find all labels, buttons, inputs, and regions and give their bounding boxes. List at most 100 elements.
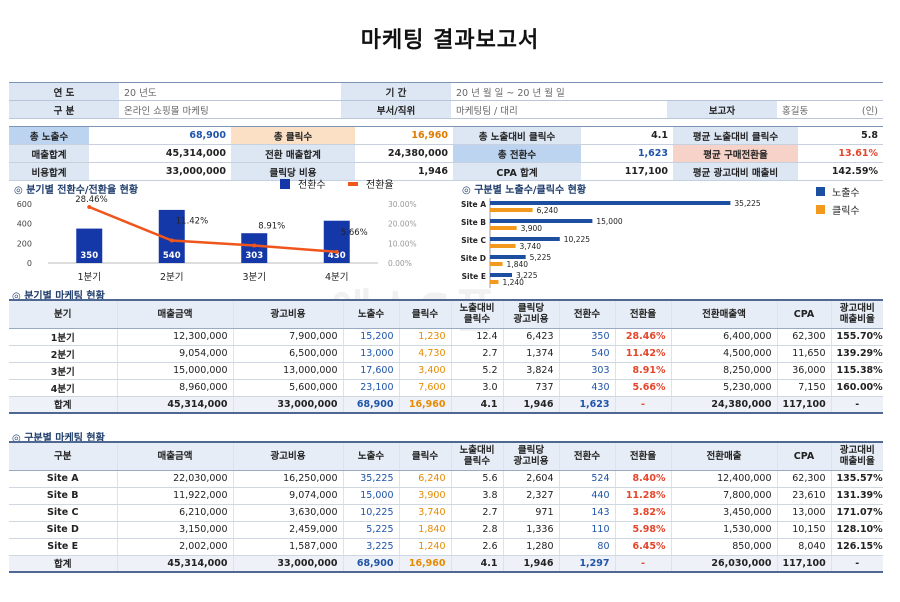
quarter-row: 3분기 15,000,000 13,000,000 17,600 3,400 5.2 3,8… (9, 362, 883, 380)
quarter-cell: 12,300,000 (117, 328, 234, 346)
site-cell: 62,300 (777, 470, 832, 488)
quarter-row: 1분기 12,300,000 7,900,000 15,200 1,230 12.4 6,4… (9, 328, 883, 346)
site-cell: 2,459,000 (233, 521, 344, 539)
kpi-value: 5.8 (798, 126, 883, 145)
site-total-cell: 1,297 (559, 555, 616, 573)
quarter-total-cell: 합계 (9, 396, 118, 414)
site-cell: 16,250,000 (233, 470, 344, 488)
quarter-cell: 5.2 (451, 362, 504, 380)
dept-value[interactable]: 마케팅팀 / 대리 (451, 100, 667, 119)
site-cell: 3,740 (399, 504, 452, 522)
quarter-total-cell: 33,000,000 (233, 396, 344, 414)
quarter-table: 분기 매출금액 광고비용 노출수 클릭수 노출대비 클릭수 클릭당 광고비용 전환수 전환율 전환매출… (9, 299, 883, 414)
site-cell: 1,280 (503, 538, 560, 556)
quarter-cell: 3,400 (399, 362, 452, 380)
bar-conversions (323, 220, 350, 263)
site-row: Site D 3,150,000 2,459,000 5,225 1,840 2.8 1,3… (9, 521, 883, 539)
line-point (252, 243, 257, 248)
category-label: Site B (461, 218, 486, 227)
quarter-header-cell: 분기 (9, 300, 118, 329)
site-cell: 3,450,000 (671, 504, 778, 522)
site-section-title: ◎ 구분별 마케팅 현황 (12, 433, 105, 444)
clicks-value-label: 6,240 (537, 206, 559, 215)
chart1-title: ◎ 분기별 전환수/전환율 현황 (14, 185, 139, 196)
division-value[interactable]: 온라인 쇼핑몰 마케팅 (119, 100, 341, 119)
quarter-cell: 8,960,000 (117, 379, 234, 397)
y-tick-label: 400 (17, 220, 32, 229)
site-total-cell: 68,900 (343, 555, 400, 573)
site-cell: Site B (9, 487, 118, 505)
kpi-label: 총 클릭수 (231, 126, 355, 145)
site-header-cell: 클릭수 (399, 442, 452, 471)
line-value-label: 28.46% (75, 195, 107, 205)
category-label: Site D (461, 254, 486, 263)
quarter-cell: 23,100 (343, 379, 400, 397)
period-value[interactable]: 20 년 월 일 ~ 20 년 월 일 (451, 82, 884, 101)
year-label: 연 도 (9, 82, 119, 101)
site-header-cell: 전환율 (615, 442, 672, 471)
quarter-cell: 5,230,000 (671, 379, 778, 397)
site-header-cell: 노출대비 클릭수 (451, 442, 504, 471)
site-header-cell: 클릭당 광고비용 (503, 442, 560, 471)
quarter-cell: 155.70% (831, 328, 883, 346)
quarter-cell: 139.29% (831, 345, 883, 363)
kpi-label: 총 노출수 (9, 126, 89, 145)
y2-tick-label: 0.00% (388, 259, 412, 268)
site-cell: 11.28% (615, 487, 672, 505)
bar-clicks (490, 262, 503, 266)
site-total-cell: 33,000,000 (233, 555, 344, 573)
bar-value-label: 303 (245, 251, 263, 261)
site-cell: 10,150 (777, 521, 832, 539)
site-total-cell: - (831, 555, 883, 573)
site-cell: 128.10% (831, 521, 883, 539)
site-cell: 143 (559, 504, 616, 522)
site-cell: 80 (559, 538, 616, 556)
kpi-value: 1,946 (355, 162, 453, 181)
quarter-cell: 15,200 (343, 328, 400, 346)
site-total-cell: 합계 (9, 555, 118, 573)
quarter-cell: 6,500,000 (233, 345, 344, 363)
line-value-label: 5.66% (341, 228, 368, 238)
site-row: Site B 11,922,000 9,074,000 15,000 3,900 3.8 2… (9, 487, 883, 505)
site-cell: 3,630,000 (233, 504, 344, 522)
site-cell: Site A (9, 470, 118, 488)
reporter-label: 보고자 (667, 100, 777, 119)
y-tick-label: 600 (17, 200, 32, 209)
quarter-total-cell: 1,623 (559, 396, 616, 414)
line-value-label: 11.42% (176, 217, 208, 227)
seal-mark: (인) (861, 105, 879, 117)
quarter-header-cell: 클릭수 (399, 300, 452, 329)
bar-conversions (241, 233, 268, 263)
quarter-cell: 13,000 (343, 345, 400, 363)
quarter-header-cell: 노출대비 클릭수 (451, 300, 504, 329)
quarter-header-cell: 광고대비 매출비율 (831, 300, 883, 329)
quarter-header-cell: 전환수 (559, 300, 616, 329)
site-cell: Site D (9, 521, 118, 539)
site-cell: 23,610 (777, 487, 832, 505)
x-tick-label: 3분기 (242, 272, 266, 283)
quarter-total-cell: 4.1 (451, 396, 504, 414)
quarter-cell: 1,374 (503, 345, 560, 363)
quarter-cell: 303 (559, 362, 616, 380)
bar-value-label: 430 (328, 251, 346, 261)
site-header-cell: 광고비용 (233, 442, 344, 471)
year-value[interactable]: 20 년도 (119, 82, 341, 101)
site-cell: 1,840 (399, 521, 452, 539)
legend-label-impressions: 노출수 (832, 187, 860, 199)
site-cell: 1,530,000 (671, 521, 778, 539)
quarter-header-cell: 광고비용 (233, 300, 344, 329)
quarter-cell: 36,000 (777, 362, 832, 380)
site-cell: 171.07% (831, 504, 883, 522)
quarter-cell: 4분기 (9, 379, 118, 397)
quarter-cell: 12.4 (451, 328, 504, 346)
quarter-cell: 160.00% (831, 379, 883, 397)
reporter-value[interactable]: 홍길동 (인) (777, 100, 884, 119)
reporter-name: 홍길동 (782, 105, 809, 117)
site-header-cell: CPA (777, 442, 832, 471)
site-row: Site C 6,210,000 3,630,000 10,225 3,740 2.7 97… (9, 504, 883, 522)
site-total-cell: 16,960 (399, 555, 452, 573)
quarter-cell: 3분기 (9, 362, 118, 380)
kpi-value: 45,314,000 (89, 144, 231, 163)
quarter-cell: 3,824 (503, 362, 560, 380)
site-cell: 2,327 (503, 487, 560, 505)
